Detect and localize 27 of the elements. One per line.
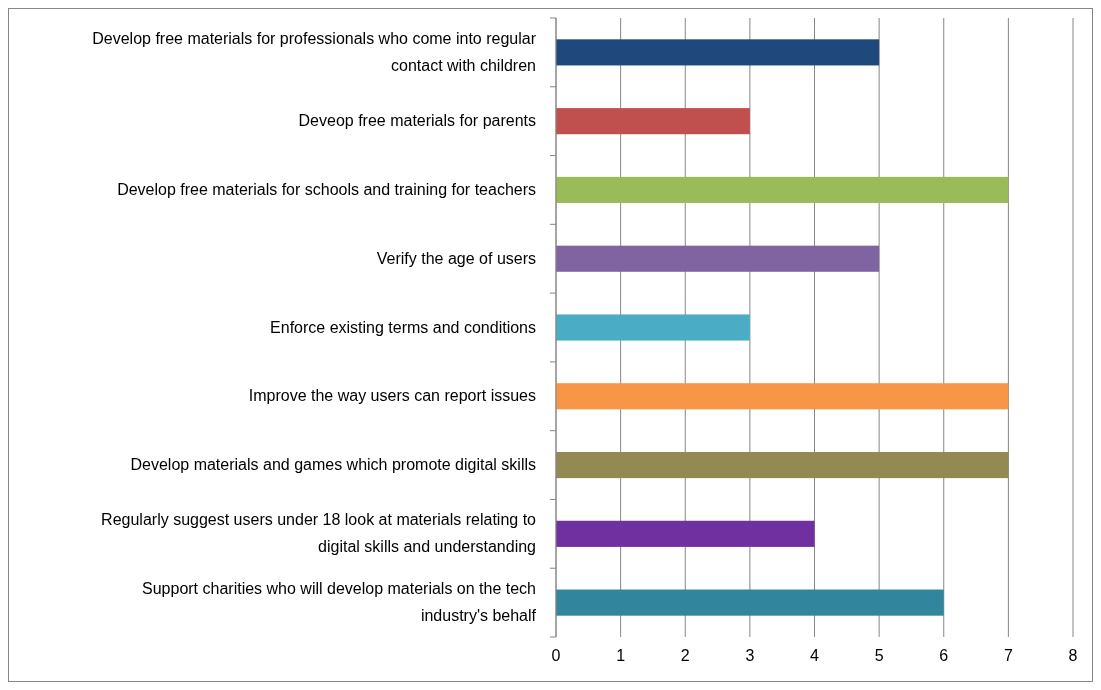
x-tick-label: 4 [810, 647, 820, 664]
bar [556, 245, 880, 272]
bar [556, 314, 750, 341]
x-tick-label: 2 [680, 647, 690, 664]
y-tick-label: Develop free materials for schools and training for teachers [117, 180, 536, 198]
y-tick-label: Deveop free materials for parents [298, 112, 536, 130]
y-tick-label: Regularly suggest users under 18 look at materials relating to digital skills and understanding [101, 511, 537, 556]
y-tick-label: Support charities who will develop materials on the tech industry's behalf [142, 580, 537, 625]
bar [556, 39, 880, 66]
bar [556, 383, 1009, 410]
bar [556, 451, 1009, 479]
y-tick-label: Develop materials and games which promote digital skills [130, 456, 536, 474]
x-tick-label: 3 [745, 647, 755, 664]
x-tick-label: 1 [616, 647, 626, 664]
y-tick-label: Enforce existing terms and conditions [270, 318, 536, 336]
x-tick-label: 5 [874, 647, 884, 664]
y-tick-label: Improve the way users can report issues [248, 387, 536, 405]
x-tick-label: 8 [1068, 647, 1078, 664]
x-tick-label: 7 [1003, 647, 1013, 664]
y-tick-label: Develop free materials for professionals who come into regular contact with children [92, 29, 537, 74]
bar [556, 520, 815, 547]
bar [556, 589, 944, 616]
y-tick-label: Verify the age of users [376, 249, 536, 267]
bar [556, 108, 750, 135]
bar [556, 176, 1009, 204]
x-tick-label: 0 [551, 647, 561, 664]
x-tick-label: 6 [939, 647, 949, 664]
